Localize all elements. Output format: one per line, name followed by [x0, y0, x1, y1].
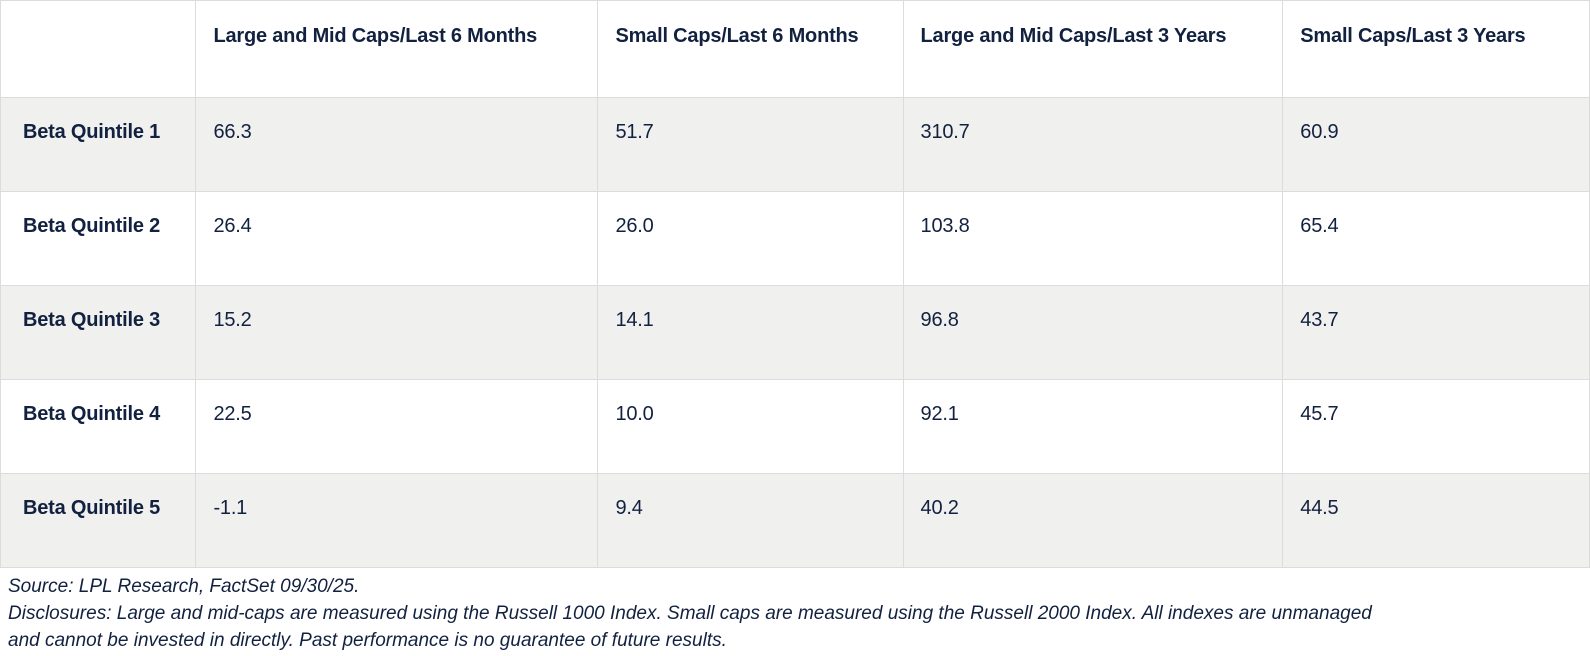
- row-header: Beta Quintile 2: [0, 191, 197, 286]
- table-row: Beta Quintile 3 15.2 14.1 96.8 43.7: [0, 285, 1590, 380]
- column-header-large-mid-3y: Large and Mid Caps/Last 3 Years: [902, 0, 1284, 98]
- table-cell: -1.1: [195, 473, 599, 568]
- table-row: Beta Quintile 5 -1.1 9.4 40.2 44.5: [0, 473, 1590, 568]
- table-cell: 66.3: [195, 97, 599, 192]
- column-header-small-3y: Small Caps/Last 3 Years: [1282, 0, 1590, 98]
- table-cell: 96.8: [902, 285, 1284, 380]
- row-header: Beta Quintile 5: [0, 473, 197, 568]
- table-cell: 92.1: [902, 379, 1284, 474]
- table-row: Beta Quintile 2 26.4 26.0 103.8 65.4: [0, 191, 1590, 286]
- column-header-large-mid-6m: Large and Mid Caps/Last 6 Months: [195, 0, 599, 98]
- table-row: Beta Quintile 1 66.3 51.7 310.7 60.9: [0, 97, 1590, 192]
- column-header-small-6m: Small Caps/Last 6 Months: [597, 0, 904, 98]
- row-header: Beta Quintile 3: [0, 285, 197, 380]
- table-cell: 103.8: [902, 191, 1284, 286]
- beta-quintile-table: Large and Mid Caps/Last 6 Months Small C…: [0, 0, 1590, 568]
- table-cell: 9.4: [597, 473, 904, 568]
- table-cell: 10.0: [597, 379, 904, 474]
- disclosure-note-line-2: and cannot be invested in directly. Past…: [8, 630, 727, 651]
- table-cell: 40.2: [902, 473, 1284, 568]
- table-cell: 43.7: [1282, 285, 1590, 380]
- corner-cell: [0, 0, 197, 98]
- source-note: Source: LPL Research, FactSet 09/30/25.: [8, 576, 360, 597]
- table-cell: 22.5: [195, 379, 599, 474]
- row-header: Beta Quintile 1: [0, 97, 197, 192]
- disclosure-note-line-1: Disclosures: Large and mid-caps are meas…: [8, 603, 1372, 624]
- table-cell: 14.1: [597, 285, 904, 380]
- table-cell: 45.7: [1282, 379, 1590, 474]
- table-cell: 26.4: [195, 191, 599, 286]
- table-row: Beta Quintile 4 22.5 10.0 92.1 45.7: [0, 379, 1590, 474]
- table-cell: 26.0: [597, 191, 904, 286]
- table-cell: 310.7: [902, 97, 1284, 192]
- footer-notes: Source: LPL Research, FactSet 09/30/25. …: [0, 568, 1590, 654]
- row-header: Beta Quintile 4: [0, 379, 197, 474]
- table-cell: 44.5: [1282, 473, 1590, 568]
- table-cell: 60.9: [1282, 97, 1590, 192]
- table-cell: 51.7: [597, 97, 904, 192]
- header-row: Large and Mid Caps/Last 6 Months Small C…: [0, 0, 1590, 98]
- table-cell: 15.2: [195, 285, 599, 380]
- table-cell: 65.4: [1282, 191, 1590, 286]
